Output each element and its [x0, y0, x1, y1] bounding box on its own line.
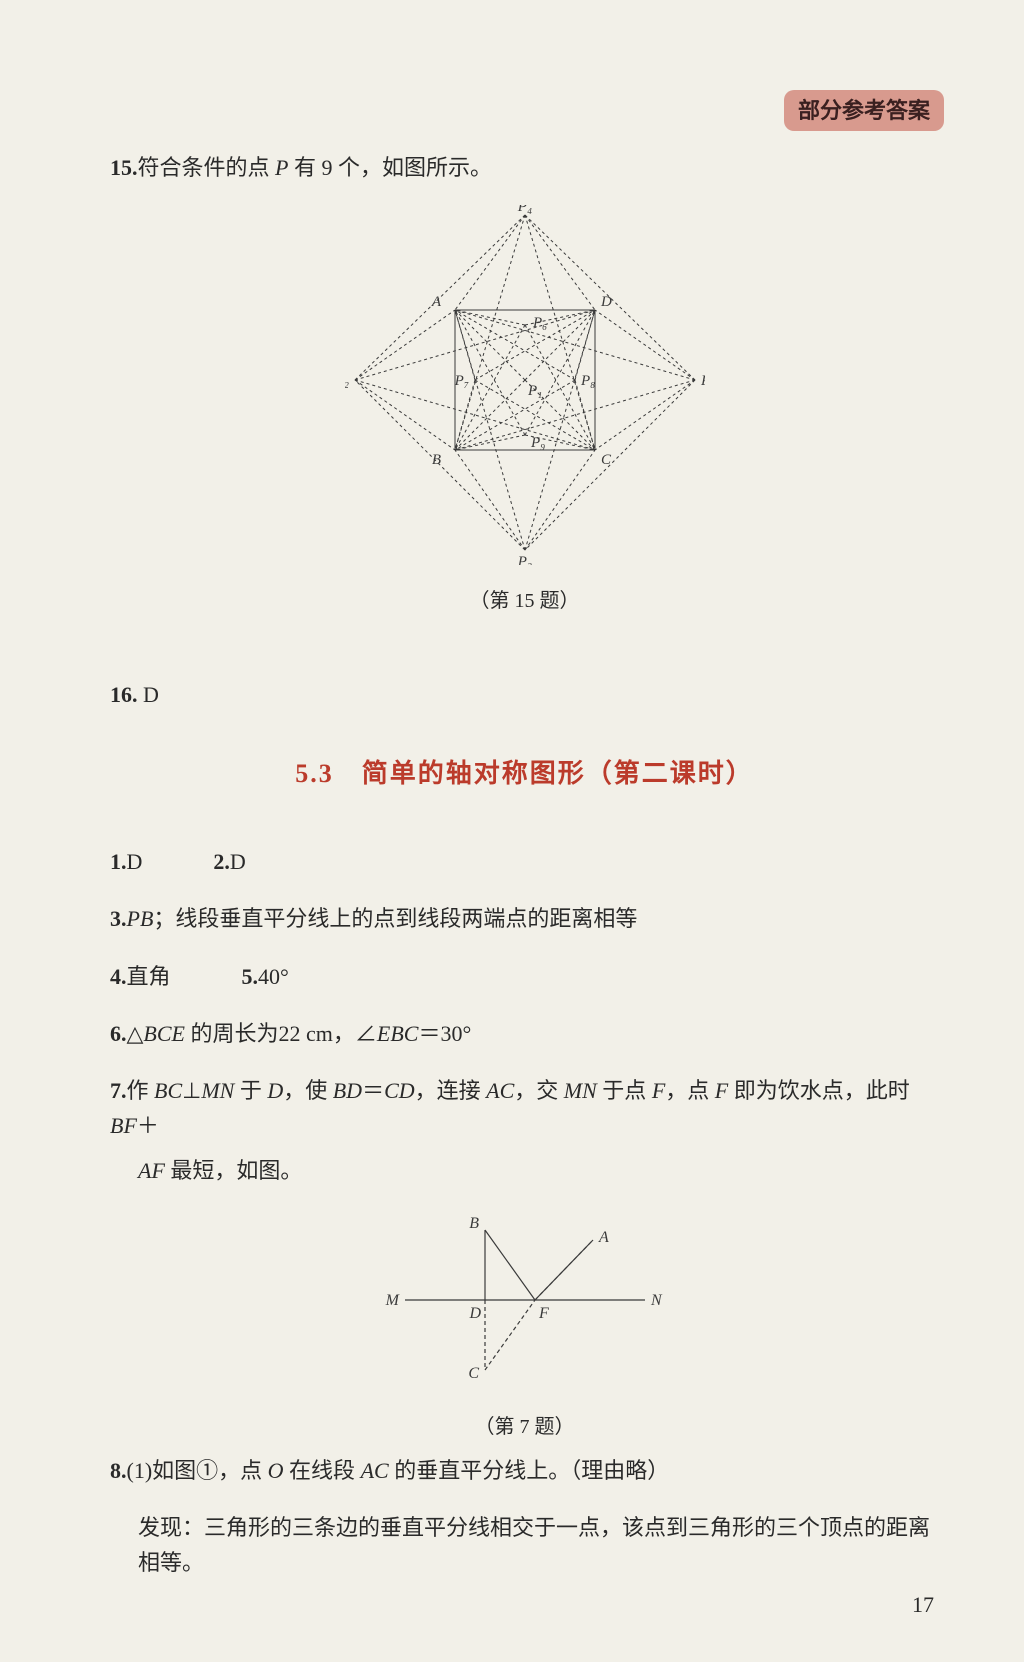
- svg-text:D: D: [468, 1305, 481, 1322]
- a8-num: 8.: [110, 1458, 127, 1483]
- figure-7: M N D F B C A （第 7 题）: [110, 1210, 939, 1442]
- header-badge: 部分参考答案: [784, 90, 944, 131]
- figure-15: A D B C P₄ P₅ P₃ P₂ P₆ P₇ P₁ P₈ P₉ （第 15 题）: [110, 205, 939, 617]
- svg-text:C: C: [468, 1365, 479, 1382]
- answer-8-line1: 8.(1)如图①，点 O 在线段 AC 的垂直平分线上。（理由略）: [110, 1453, 939, 1488]
- a6-t1: △: [127, 1021, 144, 1046]
- answer-4-5: 4.直角 5.40°: [110, 959, 939, 994]
- svg-text:D: D: [600, 294, 612, 310]
- svg-text:P₈: P₈: [580, 373, 595, 389]
- figure-7-svg: M N D F B C A: [385, 1210, 665, 1390]
- section-title: 5.3 简单的轴对称图形（第二课时）: [110, 753, 939, 795]
- svg-text:P₃: P₃: [516, 554, 531, 565]
- a2-val: D: [230, 849, 246, 874]
- svg-text:C: C: [601, 452, 612, 468]
- a5-num: 5.: [242, 964, 259, 989]
- figure-15-caption: （第 15 题）: [110, 585, 939, 617]
- a7-f: F: [652, 1078, 665, 1103]
- question-15: 15.符合条件的点 P 有 9 个，如图所示。: [110, 150, 939, 185]
- a8-o: O: [268, 1458, 284, 1483]
- a7-l1g: ，交: [514, 1078, 564, 1103]
- a8-l1a: (1)如图①，点: [127, 1458, 268, 1483]
- a7-l1k: ＋: [137, 1113, 159, 1138]
- a7-mn: MN: [201, 1078, 234, 1103]
- a6-t3: ＝30°: [418, 1021, 471, 1046]
- svg-text:A: A: [430, 294, 441, 310]
- figure-7-caption: （第 7 题）: [110, 1411, 939, 1443]
- svg-text:P₅: P₅: [700, 373, 705, 389]
- a3-sep: ；: [153, 906, 175, 931]
- q15-text-b: 有 9 个，如图所示。: [288, 155, 492, 180]
- svg-text:P₂: P₂: [345, 373, 349, 389]
- a1-num: 1.: [110, 849, 127, 874]
- a7-l1f: ，连接: [415, 1078, 487, 1103]
- svg-text:M: M: [385, 1292, 401, 1309]
- a4-val: 直角: [127, 964, 171, 989]
- answer-7-line2: AF 最短，如图。: [110, 1153, 939, 1188]
- a6-num: 6.: [110, 1021, 127, 1046]
- a1-val: D: [127, 849, 143, 874]
- figure-15-svg: A D B C P₄ P₅ P₃ P₂ P₆ P₇ P₁ P₈ P₉: [345, 205, 705, 565]
- a7-f2: F: [715, 1078, 728, 1103]
- a7-l1i: ，点: [665, 1078, 715, 1103]
- a7-bc: BC: [154, 1078, 182, 1103]
- a3-num: 3.: [110, 906, 127, 931]
- a7-bf: BF: [110, 1113, 137, 1138]
- a7-l1h: 于点: [597, 1078, 652, 1103]
- a8-ac: AC: [361, 1458, 389, 1483]
- svg-text:P₁: P₁: [527, 383, 542, 399]
- answer-8-line2: 发现：三角形的三条边的垂直平分线相交于一点，该点到三角形的三个顶点的距离相等。: [110, 1510, 939, 1580]
- q16-number: 16.: [110, 682, 138, 707]
- a7-l1a: 作: [127, 1078, 155, 1103]
- page: 部分参考答案 15.符合条件的点 P 有 9 个，如图所示。 ADBCP₄P₅P…: [0, 0, 1024, 1662]
- a8-l2: 发现：三角形的三条边的垂直平分线相交于一点，该点到三角形的三个顶点的距离相等。: [138, 1515, 930, 1575]
- a7-d: D: [267, 1078, 283, 1103]
- answer-6: 6.△BCE 的周长为22 cm，∠EBC＝30°: [110, 1016, 939, 1051]
- a7-l2b: 最短，如图。: [165, 1158, 303, 1183]
- a7-mn2: MN: [564, 1078, 597, 1103]
- a8-l1c: 的垂直平分线上。（理由略）: [389, 1458, 670, 1483]
- svg-text:N: N: [650, 1292, 663, 1309]
- a2-num: 2.: [213, 849, 230, 874]
- a3-pb: PB: [127, 906, 154, 931]
- question-16: 16. D: [110, 677, 939, 712]
- svg-text:B: B: [469, 1215, 479, 1232]
- a7-l1e: ＝: [362, 1078, 384, 1103]
- q15-text-a: 符合条件的点: [138, 155, 276, 180]
- svg-text:F: F: [538, 1305, 549, 1322]
- a7-af: AF: [138, 1158, 165, 1183]
- answer-7-line1: 7.作 BC⊥MN 于 D，使 BD＝CD，连接 AC，交 MN 于点 F，点 …: [110, 1073, 939, 1143]
- svg-text:B: B: [431, 452, 440, 468]
- answer-1-2: 1.D 2.D: [110, 844, 939, 879]
- a8-l1b: 在线段: [284, 1458, 361, 1483]
- a7-l1j: 即为饮水点，此时: [728, 1078, 910, 1103]
- a3-t2: 线段垂直平分线上的点到线段两端点的距离相等: [175, 906, 637, 931]
- page-number: 17: [912, 1587, 934, 1622]
- a7-ac: AC: [486, 1078, 514, 1103]
- q16-answer: D: [143, 682, 159, 707]
- answer-3: 3.PB；线段垂直平分线上的点到线段两端点的距离相等: [110, 901, 939, 936]
- a7-l1b: ⊥: [182, 1078, 201, 1103]
- svg-text:P₄: P₄: [516, 205, 531, 215]
- a5-val: 40°: [258, 964, 289, 989]
- a4-num: 4.: [110, 964, 127, 989]
- a6-tri: BCE: [143, 1021, 185, 1046]
- svg-text:P₇: P₇: [453, 373, 468, 389]
- a7-bd: BD: [333, 1078, 362, 1103]
- a7-cd: CD: [384, 1078, 415, 1103]
- answers-block: 1.D 2.D 3.PB；线段垂直平分线上的点到线段两端点的距离相等 4.直角 …: [110, 844, 939, 1580]
- svg-text:P₉: P₉: [530, 435, 545, 451]
- a7-l1d: ，使: [283, 1078, 333, 1103]
- a7-num: 7.: [110, 1078, 127, 1103]
- q15-number: 15.: [110, 155, 138, 180]
- a6-t2: 的周长为22 cm，∠: [185, 1021, 377, 1046]
- svg-text:P₆: P₆: [532, 315, 547, 331]
- a7-l1c: 于: [234, 1078, 267, 1103]
- svg-text:A: A: [598, 1229, 609, 1246]
- a6-ang: EBC: [377, 1021, 419, 1046]
- q15-p: P: [275, 155, 288, 180]
